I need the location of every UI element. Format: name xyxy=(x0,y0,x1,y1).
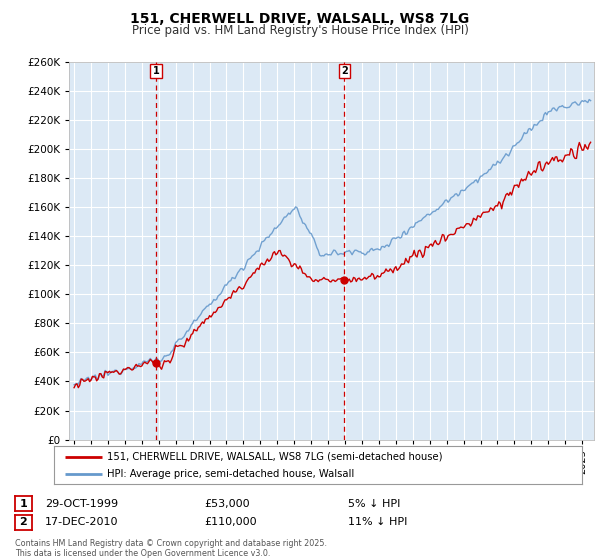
Text: 5% ↓ HPI: 5% ↓ HPI xyxy=(348,499,400,508)
Text: 29-OCT-1999: 29-OCT-1999 xyxy=(45,499,118,508)
Text: 2: 2 xyxy=(341,66,348,76)
Text: HPI: Average price, semi-detached house, Walsall: HPI: Average price, semi-detached house,… xyxy=(107,469,354,479)
Text: 1: 1 xyxy=(20,499,27,508)
Text: 1: 1 xyxy=(152,66,159,76)
Text: Price paid vs. HM Land Registry's House Price Index (HPI): Price paid vs. HM Land Registry's House … xyxy=(131,24,469,36)
Text: 11% ↓ HPI: 11% ↓ HPI xyxy=(348,517,407,527)
Text: £53,000: £53,000 xyxy=(204,499,250,508)
Text: 2: 2 xyxy=(20,517,27,527)
Text: £110,000: £110,000 xyxy=(204,517,257,527)
Text: Contains HM Land Registry data © Crown copyright and database right 2025.
This d: Contains HM Land Registry data © Crown c… xyxy=(15,539,327,558)
Text: 17-DEC-2010: 17-DEC-2010 xyxy=(45,517,119,527)
Text: 151, CHERWELL DRIVE, WALSALL, WS8 7LG: 151, CHERWELL DRIVE, WALSALL, WS8 7LG xyxy=(130,12,470,26)
Text: 151, CHERWELL DRIVE, WALSALL, WS8 7LG (semi-detached house): 151, CHERWELL DRIVE, WALSALL, WS8 7LG (s… xyxy=(107,451,442,461)
